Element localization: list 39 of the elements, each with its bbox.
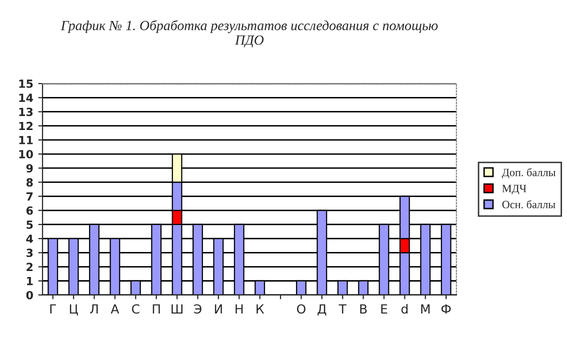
x-tick-label: С: [132, 304, 140, 314]
y-tick-label: 7: [26, 192, 33, 201]
x-tick-label: П: [152, 304, 160, 314]
y-tick-label: 8: [26, 178, 33, 187]
y-tick-label: 4: [26, 234, 33, 243]
x-tick-label: В: [360, 304, 367, 314]
legend-label: МДЧ: [502, 184, 526, 194]
y-tick-label: 15: [19, 80, 33, 88]
x-tick-label: Ф: [441, 304, 451, 314]
chart-title: График № 1. Обработка результатов исследования с помощью ПДО: [60, 20, 438, 48]
x-tick-label: М: [421, 304, 430, 314]
y-tick-label: 2: [26, 262, 33, 271]
x-tick-label: К: [256, 304, 264, 314]
x-tick-label: И: [214, 304, 222, 314]
y-tick-label: 12: [19, 122, 33, 130]
x-tick-label: Е: [381, 304, 388, 314]
x-tick-label: Д: [318, 304, 326, 316]
y-tick-label: 13: [19, 108, 33, 116]
x-tick-label: Г: [50, 304, 56, 314]
x-tick-label: Э: [194, 304, 202, 314]
legend-label: Осн. баллы: [502, 200, 556, 208]
y-tick-label: 1: [27, 276, 33, 286]
y-tick-label: 9: [26, 164, 33, 172]
x-tick-label: Т: [338, 304, 346, 314]
x-tick-label: Ш: [172, 304, 183, 314]
x-tick-label: Ц: [70, 304, 78, 316]
y-tick-label: 0: [26, 290, 33, 300]
x-tick-label: О: [297, 304, 306, 314]
y-tick-label: 10: [19, 150, 33, 158]
x-tick-label: Н: [236, 304, 243, 314]
x-tick-label: d: [401, 304, 408, 314]
legend-label: Доп. баллы: [502, 168, 556, 178]
x-tick-label: Л: [90, 304, 98, 314]
y-tick-label: 11: [19, 136, 33, 144]
y-tick-label: 3: [26, 248, 33, 258]
x-tick-label: А: [110, 304, 120, 314]
y-tick-label: 14: [19, 94, 33, 102]
y-tick-label: 5: [26, 220, 33, 229]
y-tick-label: 6: [26, 206, 33, 215]
